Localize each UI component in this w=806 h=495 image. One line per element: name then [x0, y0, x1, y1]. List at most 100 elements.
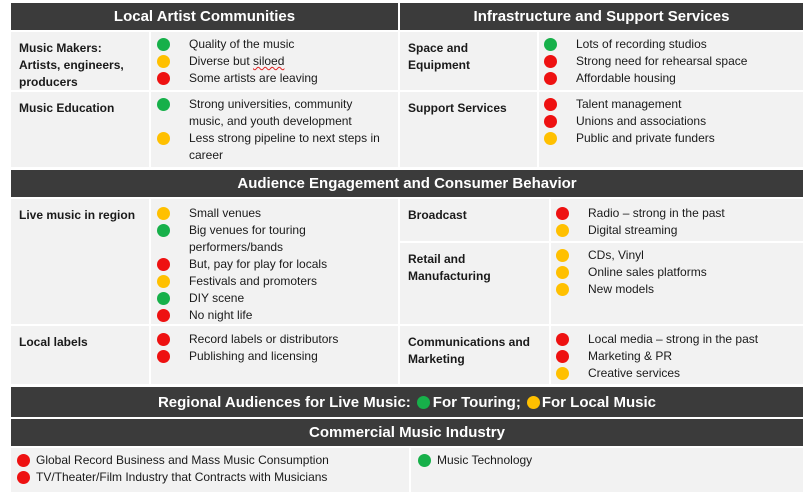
red-status-dot-icon: [556, 333, 569, 346]
red-status-dot-icon: [556, 207, 569, 220]
music-makers-items-cell: Quality of the music Diverse but siloed …: [151, 32, 398, 90]
yellow-status-dot-icon: [544, 132, 557, 145]
green-status-dot-icon: [416, 395, 430, 409]
yellow-status-dot-icon: [556, 224, 569, 237]
space-equipment-items-cell: Lots of recording studios Strong need fo…: [539, 32, 803, 90]
regional-local: For Local Music: [541, 393, 657, 411]
commercial-right-cell: Music Technology: [411, 448, 803, 492]
space-equipment-list: Lots of recording studios Strong need fo…: [544, 36, 747, 87]
list-item: Music Technology: [418, 452, 532, 469]
red-status-dot-icon: [544, 115, 557, 128]
red-status-dot-icon: [157, 350, 170, 363]
support-services-items-cell: Talent management Unions and association…: [539, 92, 803, 167]
list-item: Global Record Business and Mass Music Co…: [17, 452, 329, 469]
red-status-dot-icon: [157, 258, 170, 271]
list-item: No night life: [157, 307, 372, 324]
infrastructure-header-text: Infrastructure and Support Services: [473, 8, 730, 25]
red-status-dot-icon: [157, 333, 170, 346]
live-music-list: Small venues Big venues for touring perf…: [157, 205, 372, 324]
spellcheck-word: siloed: [253, 54, 285, 68]
list-item: Publishing and licensing: [157, 348, 338, 365]
list-item: Quality of the music: [157, 36, 318, 53]
local-artist-header: Local Artist Communities: [11, 3, 398, 30]
list-item: Creative services: [556, 365, 758, 382]
yellow-status-dot-icon: [556, 266, 569, 279]
red-status-dot-icon: [544, 98, 557, 111]
list-item: Less strong pipeline to next steps in ca…: [157, 130, 387, 164]
commercial-header-text: Commercial Music Industry: [309, 424, 505, 441]
list-item: Talent management: [544, 96, 715, 113]
red-status-dot-icon: [544, 55, 557, 68]
commercial-header: Commercial Music Industry: [11, 419, 803, 446]
local-artist-header-text: Local Artist Communities: [113, 8, 296, 25]
music-education-items-cell: Strong universities, community music, an…: [151, 92, 398, 167]
list-item: Some artists are leaving: [157, 70, 318, 87]
red-status-dot-icon: [157, 309, 170, 322]
live-music-label: Live music in region: [11, 199, 149, 324]
broadcast-label: Broadcast: [400, 199, 549, 241]
red-status-dot-icon: [157, 72, 170, 85]
yellow-status-dot-icon: [157, 275, 170, 288]
red-status-dot-icon: [17, 471, 30, 484]
red-status-dot-icon: [544, 72, 557, 85]
yellow-status-dot-icon: [157, 207, 170, 220]
list-item: New models: [556, 281, 707, 298]
list-item: Affordable housing: [544, 70, 747, 87]
green-status-dot-icon: [157, 224, 170, 237]
regional-audiences-banner: Regional Audiences for Live Music: For T…: [11, 387, 803, 417]
red-status-dot-icon: [556, 350, 569, 363]
list-item: Radio – strong in the past: [556, 205, 725, 222]
yellow-status-dot-icon: [556, 367, 569, 380]
yellow-status-dot-icon: [157, 132, 170, 145]
list-item: Online sales platforms: [556, 264, 707, 281]
green-status-dot-icon: [157, 38, 170, 51]
communications-label: Communications and Marketing: [400, 326, 549, 384]
music-education-label: Music Education: [11, 92, 149, 167]
green-status-dot-icon: [544, 38, 557, 51]
list-item: Strong universities, community music, an…: [157, 96, 387, 130]
green-status-dot-icon: [418, 454, 431, 467]
regional-prefix: Regional Audiences for Live Music:: [157, 393, 411, 411]
support-services-list: Talent management Unions and association…: [544, 96, 715, 147]
communications-items-cell: Local media – strong in the past Marketi…: [551, 326, 803, 384]
commercial-right-list: Music Technology: [418, 452, 532, 469]
retail-list: CDs, Vinyl Online sales platforms New mo…: [556, 247, 707, 298]
list-item: CDs, Vinyl: [556, 247, 707, 264]
yellow-status-dot-icon: [157, 55, 170, 68]
support-services-label: Support Services: [400, 92, 537, 167]
commercial-left-list: Global Record Business and Mass Music Co…: [17, 452, 329, 486]
list-item: Small venues: [157, 205, 372, 222]
yellow-status-dot-icon: [526, 395, 540, 409]
green-status-dot-icon: [157, 98, 170, 111]
list-item: Festivals and promoters: [157, 273, 372, 290]
space-equipment-label: Space and Equipment: [400, 32, 537, 90]
list-item: DIY scene: [157, 290, 372, 307]
music-makers-list: Quality of the music Diverse but siloed …: [157, 36, 318, 87]
music-makers-label: Music Makers: Artists, engineers, produc…: [11, 32, 149, 90]
list-item: Strong need for rehearsal space: [544, 53, 747, 70]
list-item: Public and private funders: [544, 130, 715, 147]
broadcast-items-cell: Radio – strong in the past Digital strea…: [551, 199, 803, 241]
list-item: But, pay for play for locals: [157, 256, 372, 273]
local-labels-items-cell: Record labels or distributors Publishing…: [151, 326, 398, 384]
green-status-dot-icon: [157, 292, 170, 305]
list-item: Unions and associations: [544, 113, 715, 130]
red-status-dot-icon: [17, 454, 30, 467]
audience-header-text: Audience Engagement and Consumer Behavio…: [237, 175, 577, 192]
local-labels-label: Local labels: [11, 326, 149, 384]
live-music-items-cell: Small venues Big venues for touring perf…: [151, 199, 398, 324]
list-item: Big venues for touring performers/bands: [157, 222, 372, 256]
list-item: Diverse but siloed: [157, 53, 318, 70]
retail-items-cell: CDs, Vinyl Online sales platforms New mo…: [551, 243, 803, 324]
list-item: Digital streaming: [556, 222, 725, 239]
audience-header: Audience Engagement and Consumer Behavio…: [11, 170, 803, 197]
list-item: Local media – strong in the past: [556, 331, 758, 348]
communications-list: Local media – strong in the past Marketi…: [556, 331, 758, 382]
yellow-status-dot-icon: [556, 249, 569, 262]
broadcast-list: Radio – strong in the past Digital strea…: [556, 205, 725, 239]
retail-label: Retail and Manufacturing: [400, 243, 549, 324]
list-item: TV/Theater/Film Industry that Contracts …: [17, 469, 329, 486]
commercial-left-cell: Global Record Business and Mass Music Co…: [11, 448, 409, 492]
regional-touring: For Touring;: [432, 393, 521, 411]
list-item: Lots of recording studios: [544, 36, 747, 53]
